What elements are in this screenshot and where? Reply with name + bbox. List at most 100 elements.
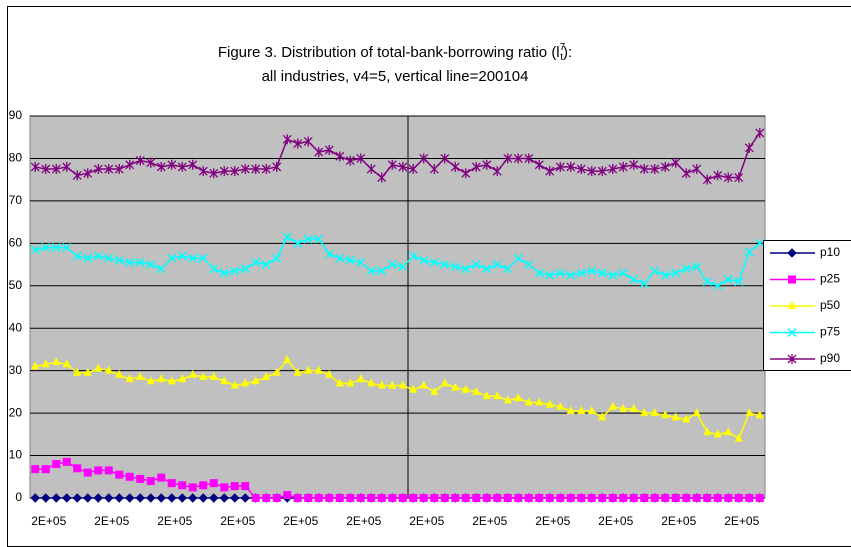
marker: [419, 153, 429, 164]
marker: [177, 251, 187, 261]
marker: [167, 159, 177, 170]
marker: [377, 266, 387, 276]
x-tick-label: 2E+05: [472, 514, 507, 528]
marker: [387, 159, 397, 170]
marker: [346, 494, 355, 502]
marker: [755, 238, 765, 248]
marker: [713, 281, 723, 291]
marker: [545, 494, 554, 502]
marker: [188, 369, 197, 378]
marker: [209, 264, 219, 274]
marker: [272, 494, 281, 502]
marker: [471, 161, 481, 172]
marker: [545, 166, 555, 177]
marker: [240, 264, 250, 274]
y-tick-label: 50: [9, 278, 23, 292]
marker: [209, 479, 218, 488]
marker: [157, 374, 166, 383]
marker: [702, 174, 712, 185]
x-tick-label: 2E+05: [157, 514, 192, 528]
marker: [503, 395, 512, 404]
marker: [639, 279, 649, 289]
marker: [534, 159, 544, 170]
marker: [713, 494, 722, 502]
marker: [335, 151, 345, 162]
marker: [94, 466, 103, 475]
marker: [377, 494, 386, 502]
title-sub: t: [560, 52, 563, 63]
marker: [136, 474, 145, 483]
marker: [125, 472, 134, 481]
marker: [104, 466, 113, 475]
marker: [51, 493, 61, 503]
marker: [251, 494, 260, 502]
marker: [430, 494, 439, 502]
marker: [41, 493, 51, 503]
marker: [787, 248, 797, 258]
marker: [419, 380, 428, 389]
marker: [115, 369, 124, 378]
marker: [125, 493, 135, 503]
marker: [314, 147, 324, 158]
legend-label: p90: [820, 351, 840, 365]
marker: [314, 365, 323, 374]
marker: [293, 138, 303, 149]
legend-label: p75: [820, 325, 840, 339]
marker: [587, 405, 596, 414]
marker: [199, 481, 208, 490]
marker: [450, 161, 460, 172]
marker: [555, 268, 565, 278]
marker: [167, 253, 177, 263]
marker: [387, 260, 397, 270]
marker: [734, 494, 743, 502]
marker: [377, 172, 387, 183]
marker: [671, 157, 681, 168]
marker: [356, 153, 366, 164]
y-tick-label: 90: [9, 108, 23, 122]
legend-label: p25: [820, 272, 840, 286]
legend-label: p50: [820, 298, 840, 312]
y-tick-label: 30: [9, 363, 23, 377]
marker: [640, 408, 649, 417]
marker: [440, 494, 449, 502]
marker: [787, 354, 797, 364]
marker: [261, 164, 271, 175]
marker: [587, 266, 597, 276]
marker: [135, 155, 145, 166]
title-suffix: ):: [563, 44, 572, 61]
x-tick-label: 2E+05: [94, 514, 129, 528]
marker: [566, 494, 575, 502]
marker: [524, 494, 533, 502]
marker: [125, 257, 135, 267]
marker: [377, 380, 386, 389]
marker: [282, 232, 292, 242]
marker: [262, 494, 271, 502]
marker: [555, 161, 565, 172]
marker: [282, 134, 292, 145]
marker: [535, 494, 544, 502]
marker: [598, 494, 607, 502]
marker: [41, 164, 51, 175]
marker: [83, 493, 93, 503]
marker: [493, 494, 502, 502]
marker: [262, 372, 271, 381]
marker: [461, 494, 470, 502]
marker: [408, 164, 418, 175]
marker: [241, 482, 250, 491]
x-tick-label: 2E+05: [409, 514, 444, 528]
marker: [430, 386, 439, 395]
marker: [734, 433, 743, 442]
marker: [209, 168, 219, 179]
marker: [241, 378, 250, 387]
marker: [83, 367, 92, 376]
marker: [345, 255, 355, 265]
marker: [146, 157, 156, 168]
marker: [198, 493, 208, 503]
marker: [125, 374, 134, 383]
marker: [240, 493, 250, 503]
marker: [566, 405, 575, 414]
marker: [156, 493, 166, 503]
marker: [156, 264, 166, 274]
marker: [398, 494, 407, 502]
marker: [272, 367, 281, 376]
